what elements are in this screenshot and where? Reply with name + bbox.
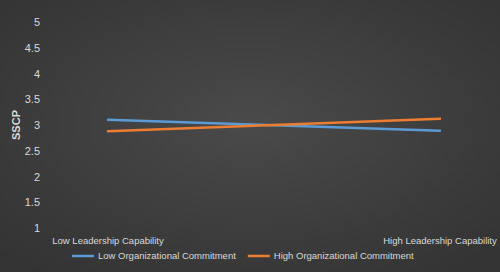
- plot-lines: [108, 119, 440, 131]
- chart-svg: SSCP 1 1.5 2 2.5 3 3.5 4 4.5 5 Low Leadership Capa…: [0, 0, 500, 272]
- series-line: [108, 119, 440, 131]
- y-tick-label: 5: [34, 16, 40, 28]
- legend-swatch: [72, 255, 94, 258]
- legend-swatch: [248, 255, 270, 258]
- y-axis-label: SSCP: [10, 110, 22, 140]
- x-tick-label: High Leadership Capability: [383, 235, 497, 246]
- legend-label: Low Organizational Commitment: [98, 250, 236, 261]
- y-tick-label: 3: [34, 119, 40, 131]
- background: [0, 0, 500, 272]
- x-tick-label: Low Leadership Capability: [52, 235, 164, 246]
- y-tick-label: 3.5: [25, 93, 40, 105]
- y-tick-label: 4.5: [25, 42, 40, 54]
- legend: Low Organizational Commitment High Organi…: [72, 250, 414, 261]
- y-tick-label: 4: [34, 68, 40, 80]
- y-tick-label: 1: [34, 222, 40, 234]
- y-tick-label: 2: [34, 171, 40, 183]
- legend-label: High Organizational Commitment: [274, 250, 414, 261]
- chart-container: SSCP 1 1.5 2 2.5 3 3.5 4 4.5 5 Low Leadership Capa…: [0, 0, 500, 272]
- y-tick-label: 2.5: [25, 145, 40, 157]
- y-tick-label: 1.5: [25, 196, 40, 208]
